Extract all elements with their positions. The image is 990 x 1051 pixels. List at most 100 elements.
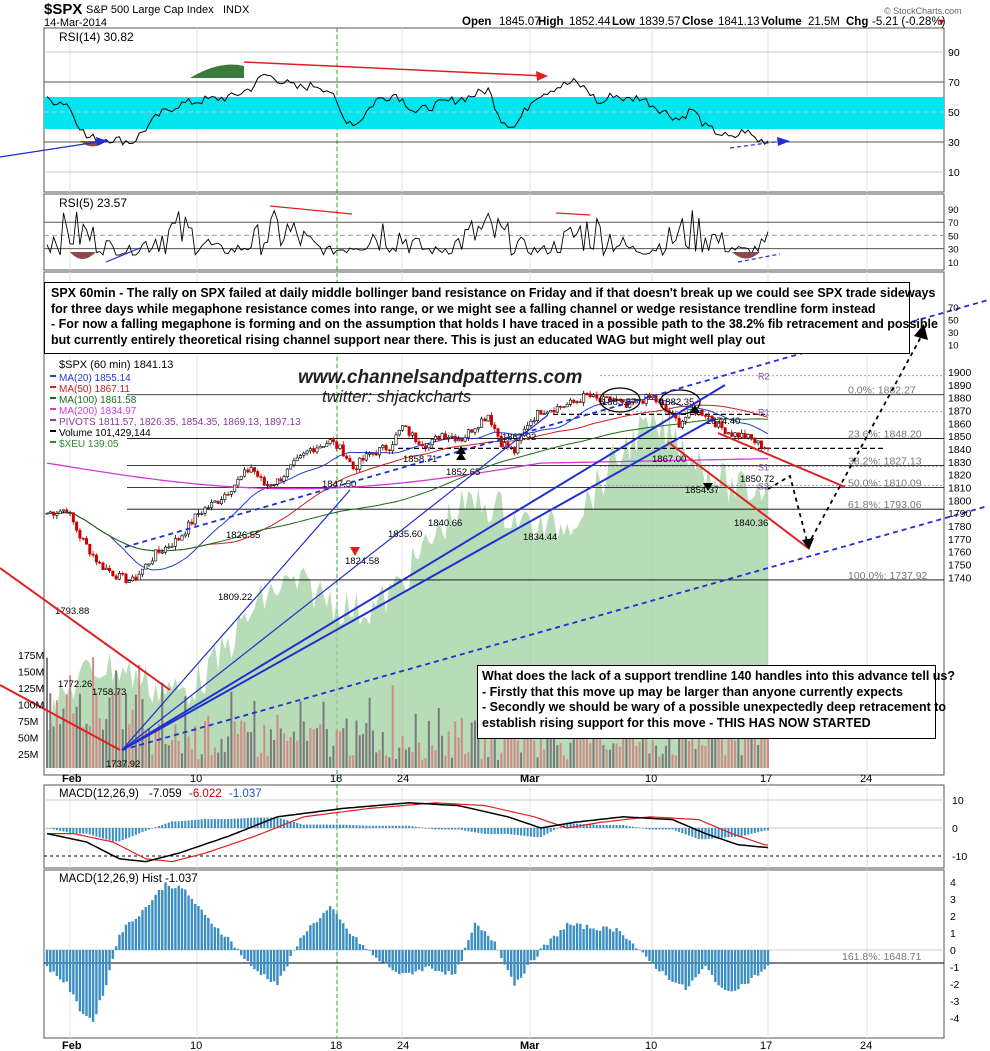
hist-bar [542,944,546,950]
macd-hist-bar [269,817,272,828]
hist-bar [516,950,519,980]
volume-bar [315,728,318,768]
hist-bar [210,923,213,950]
candle-body [279,478,283,482]
hist-bar [180,888,184,950]
macd-hist-bar [180,821,183,828]
hist-bar [85,950,88,1016]
macd-hist-bar [503,828,506,834]
volume-bar [635,745,638,768]
macd-hist-bar [148,828,151,830]
macd-hist-bar [141,828,144,833]
candle-body [285,468,289,478]
macd-hist-bar [55,828,58,831]
macd-hist-bar [154,827,157,828]
macd-hist-bar [286,820,289,828]
macd-hist-bar [223,819,226,828]
macd-hist-bar [128,828,131,838]
macd-hist-bar [585,824,588,828]
macd-tick-label: -10 [952,851,967,863]
volume-bar [622,715,625,768]
hist-bar [279,950,282,976]
hist-tick-label: 2 [950,911,956,923]
hist-bar [559,930,562,950]
hist-bar [562,929,566,950]
svg-text:-1.037: -1.037 [229,788,262,800]
hist-bar [493,941,496,950]
macd-hist-bar [279,818,282,828]
legend-swatch [50,430,56,432]
macd-hist-bar [470,828,473,832]
candle-body [641,400,645,404]
svg-text:1839.57: 1839.57 [639,16,681,28]
macd-hist-bar [352,825,355,828]
hist-bar [332,909,335,950]
pivot-label: R1 [758,408,770,418]
candle-body [420,444,424,446]
hist-bar [177,885,180,950]
candle-body [196,513,200,515]
volume-bar [49,693,52,768]
macd-hist-bar [299,823,302,828]
volume-bar [454,721,457,768]
volume-bar [98,718,101,768]
macd-hist-bar [681,828,684,834]
fib-level-label: 23.6%: 1848.20 [848,428,922,440]
volume-bar [556,745,559,768]
candle-body [335,441,339,449]
annotation-line: but currently entirely theoretical risin… [51,332,766,347]
candle-body [730,432,734,437]
pivot-label: S1 [758,462,769,472]
volume-bar [697,736,700,768]
rsi14-tick-label: 10 [948,167,960,179]
macd-hist-bar [506,828,509,834]
volume-bar [164,743,167,768]
hist-bar [730,950,733,992]
hist-bar [128,921,131,950]
macd-hist-bar [273,817,276,828]
candle-body [410,432,414,436]
macd-hist-bar [59,828,62,831]
volume-bar [674,755,677,768]
candle-body [588,393,592,398]
rising-channel-inner [121,489,351,751]
macd-hist-bar [477,828,480,833]
volume-bar [342,728,345,768]
candle-body [651,395,655,399]
hist-bar [615,927,618,950]
macd-hist-bar [664,828,667,830]
price-pivot-label: 1835.60 [388,529,422,540]
annotation-line: - Secondly we should be wary of a possib… [482,700,947,715]
hist-bar [302,935,305,950]
volume-bar [174,724,177,768]
hist-bar [154,894,157,950]
candle-body [52,511,56,516]
macd-hist-bar [174,821,177,828]
volume-bar [750,732,753,768]
macd-hist-bar [450,828,453,830]
volume-bar [266,755,269,768]
candle-body [75,521,79,531]
macd-hist-bar [467,828,470,832]
hist-bar [398,950,401,975]
hist-bar [503,950,506,965]
hist-bar [519,950,523,978]
volume-bar [421,759,424,768]
candle-body [453,435,457,442]
hist-tick-label: -2 [950,979,959,991]
volume-bar [470,722,473,768]
macd-hist-bar [204,819,207,828]
volume-bar [711,720,714,768]
candle-body [223,494,227,500]
volume-bar [602,745,605,768]
candle-body [466,429,470,438]
macd-hist-bar [437,828,440,830]
hist-bar [266,950,269,980]
macd-hist-bar [98,828,101,838]
volume-bar [92,657,95,768]
hist-bar [55,950,59,977]
volume-bar [618,746,621,768]
macd-hist-bar [701,828,704,840]
volume-bar [394,759,397,768]
macd-hist-bar [523,828,526,836]
